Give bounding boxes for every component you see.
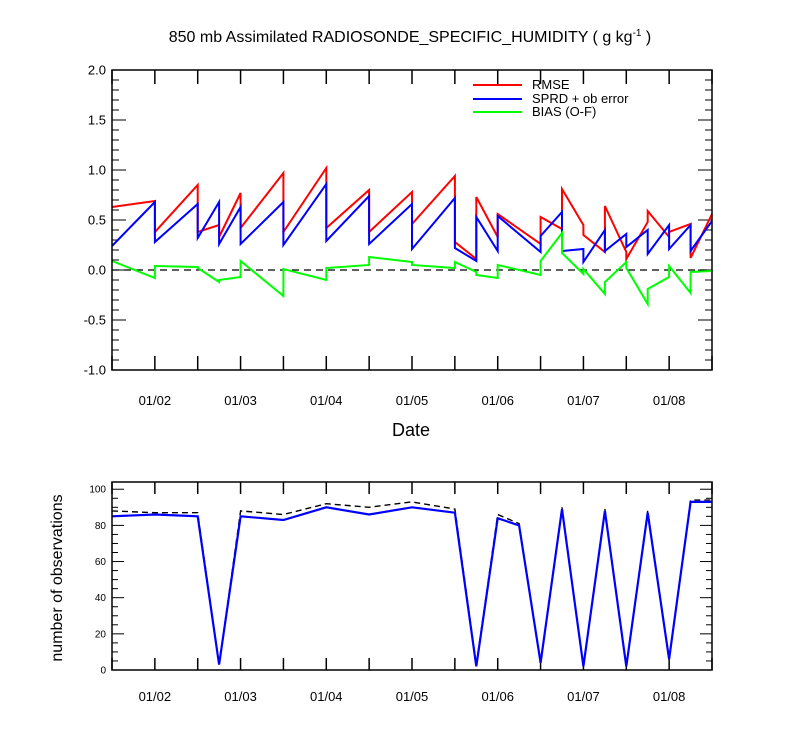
x-tick-label: 01/03 [224, 393, 257, 408]
bottom-series-group [111, 499, 712, 667]
x-tick-label: 01/02 [139, 689, 172, 704]
legend: RMSE SPRD + ob error BIAS (O-F) [473, 77, 629, 119]
y-tick-label: 1.5 [88, 113, 106, 128]
x-tick-label: 01/06 [481, 689, 514, 704]
y-tick-label: 80 [95, 521, 107, 532]
x-tick-label: 01/07 [567, 393, 600, 408]
y-tick-label: 20 [95, 629, 107, 640]
bottom-plot-frame [111, 481, 713, 671]
x-tick-label: 01/08 [653, 689, 686, 704]
x-tick-label: 01/05 [396, 393, 429, 408]
obs-used-series-line [111, 500, 712, 667]
chart-title-superscript: -1 [633, 28, 642, 39]
y-tick-label: 40 [95, 593, 107, 604]
sprd-series-line [111, 180, 713, 266]
y-tick-label: 2.0 [88, 63, 106, 78]
x-tick-label: 01/03 [224, 689, 257, 704]
top-chart: -1.0 -0.5 0.0 0.5 1.0 1.5 2.0 01/02 01/03 01/04 01… [84, 63, 713, 408]
y-tick-label: 100 [89, 485, 106, 496]
y-tick-label: 0.0 [88, 263, 106, 278]
bias-series-line [111, 230, 713, 308]
y-tick-label: -0.5 [84, 313, 106, 328]
y-tick-label: 60 [95, 557, 107, 568]
x-tick-label: 01/06 [481, 393, 514, 408]
chart-title-main: 850 mb Assimilated RADIOSONDE_SPECIFIC_H… [169, 29, 633, 46]
x-axis-label: Date [392, 420, 430, 440]
x-tick-label: 01/08 [653, 393, 686, 408]
x-tick-label: 01/04 [310, 689, 343, 704]
x-tick-label: 01/04 [310, 393, 343, 408]
y-tick-label: -1.0 [84, 363, 106, 378]
x-tick-label: 01/05 [396, 689, 429, 704]
x-tick-label: 01/07 [567, 689, 600, 704]
top-plot-frame [111, 69, 713, 371]
obs-y-axis-label: number of observations [49, 494, 66, 661]
top-series-group [111, 164, 713, 308]
chart-title-end: ) [641, 29, 651, 46]
y-tick-label: 0.5 [88, 213, 106, 228]
legend-sprd-label: SPRD + ob error [532, 91, 629, 106]
legend-bias-label: BIAS (O-F) [532, 104, 596, 119]
y-tick-label: 1.0 [88, 163, 106, 178]
legend-rmse-label: RMSE [532, 77, 570, 92]
x-tick-label: 01/02 [139, 393, 172, 408]
chart-title: 850 mb Assimilated RADIOSONDE_SPECIFIC_H… [169, 28, 652, 46]
bottom-chart: 0 20 40 60 80 100 01/02 01/03 01/04 01/05 01/06 01/… [89, 481, 713, 704]
y-tick-label: 0 [100, 666, 106, 677]
